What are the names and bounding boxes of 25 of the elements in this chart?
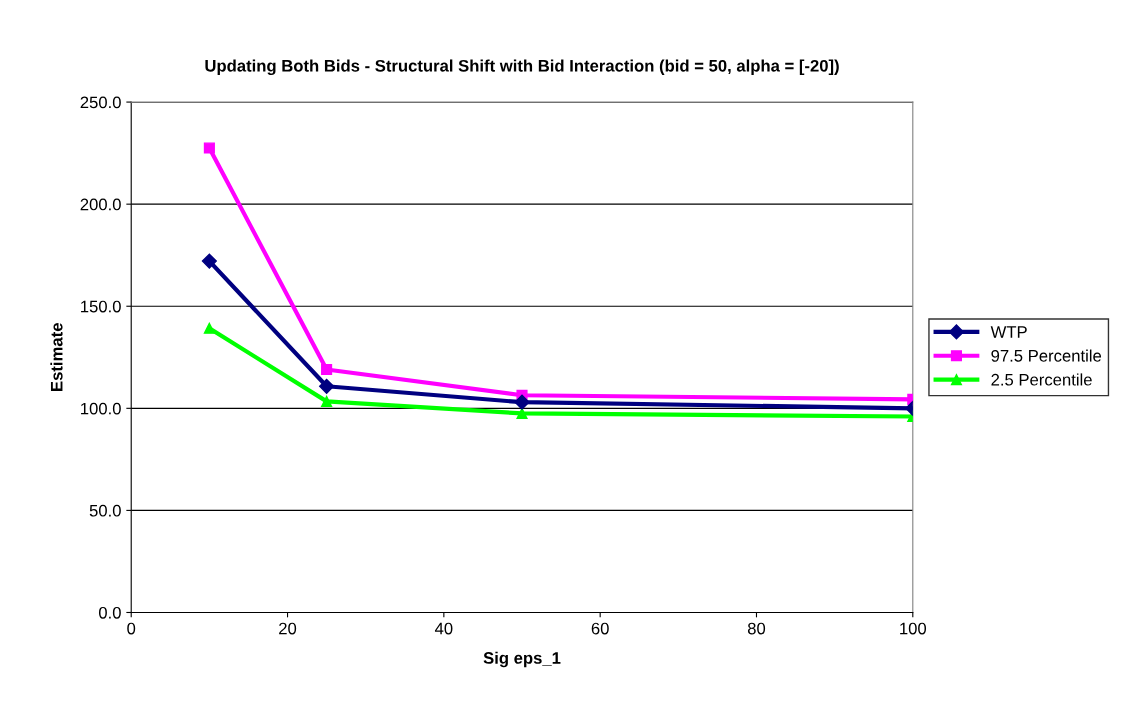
point [321, 363, 333, 376]
x-tick-label: 40 [434, 622, 453, 635]
y-tick-label: 0.0 [98, 606, 121, 619]
x-axis-title: Sig eps_1 [483, 651, 561, 668]
y-tick-label: 150.0 [81, 300, 121, 313]
legend-label: WTP [990, 326, 1027, 338]
y-axis-title: Estimate [50, 323, 63, 391]
x-tick-label: 20 [279, 622, 297, 635]
x-tick-label: 0 [127, 622, 136, 635]
point [321, 395, 333, 407]
x-tick-label: 80 [747, 622, 766, 635]
point [201, 253, 217, 269]
point [203, 142, 215, 154]
legend-label: 2.5 Percentile [991, 373, 1092, 386]
y-tick-label: 50.0 [89, 504, 121, 517]
x-tick-label: 60 [591, 622, 609, 635]
chart-title: Updating Both Bids - Structural Shift with Bid Interaction (bid = 50, alpha = [-20]) [205, 59, 839, 76]
y-tick-label: 250.0 [80, 96, 121, 109]
y-tick-label: 100.0 [81, 402, 121, 415]
legend-label: 97.5 Percentile [991, 349, 1102, 362]
point [319, 378, 335, 394]
x-tick-label: 100 [900, 622, 927, 635]
y-tick-label: 200.0 [80, 198, 121, 211]
point [203, 322, 215, 334]
point [514, 394, 530, 410]
